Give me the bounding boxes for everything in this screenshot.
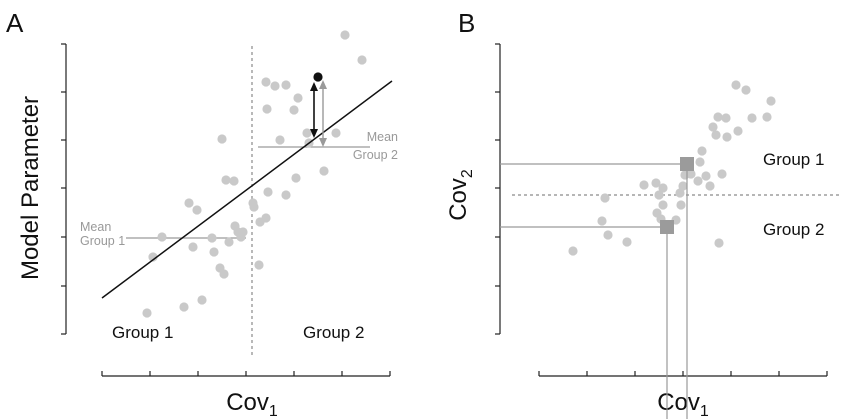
panel-b-scatter-point	[678, 181, 688, 191]
panel-a-x-axis	[101, 371, 391, 377]
panel-b-scatter-point	[714, 238, 724, 248]
panel-a-scatter-point	[197, 295, 207, 305]
panel-b-y-axis-label: Cov2	[445, 169, 476, 221]
panel-a-mean-group2-label: Mean Group 2	[353, 130, 398, 162]
panel-b-letter: B	[458, 8, 475, 38]
panel-b-scatter-point	[695, 157, 705, 167]
panel-a-scatter-point	[263, 187, 273, 197]
panel-a-scatter-point	[289, 105, 299, 115]
panel-a-mean-group1-label: Mean Group 1	[80, 220, 125, 248]
panel-b-scatter-point	[766, 96, 776, 106]
panel-b-scatter-point	[597, 216, 607, 226]
panel-a-group2-label: Group 2	[303, 323, 364, 342]
panel-b-scatter-point	[686, 169, 696, 179]
panel-a-scatter-point	[217, 134, 227, 144]
panel-a-scatter-point	[281, 80, 291, 90]
panel-a-x-axis-label: Cov1	[226, 389, 278, 419]
panel-a-y-axis-label: Model Parameter	[17, 96, 44, 280]
panel-a-scatter-point	[262, 104, 272, 114]
panel-a-scatter-point	[249, 202, 259, 212]
panel-a-scatter-point	[157, 232, 167, 242]
panel-a: A Model Parameter Cov1	[6, 8, 398, 419]
panel-b-x-axis-label: Cov1	[657, 389, 709, 419]
panel-b-scatter-point	[741, 85, 751, 95]
panel-a-regression-line	[101, 80, 393, 299]
panel-a-scatter-point	[270, 81, 280, 91]
panel-b-scatter-point	[603, 230, 613, 240]
panel-b-mean-projection-lines	[500, 163, 688, 419]
panel-b-scatter-point	[658, 183, 668, 193]
panel-b-scatter-point	[697, 146, 707, 156]
panel-b-scatter-point	[762, 112, 772, 122]
panel-b-scatter-point	[654, 190, 664, 200]
panel-a-y-axis	[61, 43, 67, 335]
panel-b-mean-group1-marker	[680, 157, 694, 171]
panel-a-scatter-point	[281, 190, 291, 200]
panel-b-x-axis	[538, 371, 828, 377]
panel-a-scatter-point	[209, 247, 219, 257]
panel-a-scatter-point	[236, 232, 246, 242]
panel-b: B Cov2 Cov1	[445, 8, 841, 419]
panel-b-scatter-point	[713, 112, 723, 122]
panel-a-scatter-point	[188, 242, 198, 252]
panel-a-scatter-point	[302, 128, 312, 138]
panel-b-scatter-point	[693, 176, 703, 186]
panel-a-highlight-point	[313, 72, 323, 82]
panel-a-scatter-point	[207, 233, 217, 243]
panel-a-scatter-points	[142, 30, 367, 318]
panel-b-scatter-points	[568, 80, 776, 256]
panel-b-scatter-point	[622, 237, 632, 247]
panel-b-scatter-point	[717, 169, 727, 179]
panel-b-y-axis	[495, 43, 501, 335]
panel-b-scatter-point	[747, 113, 757, 123]
panel-a-scatter-point	[319, 166, 329, 176]
panel-a-scatter-point	[148, 252, 158, 262]
panel-b-scatter-point	[711, 130, 721, 140]
panel-b-scatter-point	[721, 113, 731, 123]
panel-b-scatter-point	[675, 188, 685, 198]
panel-b-group1-label: Group 1	[763, 150, 824, 169]
panel-a-scatter-point	[340, 30, 350, 40]
panel-b-scatter-point	[708, 122, 718, 132]
panel-a-scatter-point	[224, 237, 234, 247]
panel-b-scatter-point	[600, 193, 610, 203]
panel-b-scatter-point	[722, 132, 732, 142]
panel-b-scatter-point	[731, 80, 741, 90]
panel-a-scatter-point	[293, 93, 303, 103]
panel-a-scatter-point	[184, 198, 194, 208]
panel-a-scatter-point	[219, 269, 229, 279]
panel-a-scatter-point	[261, 213, 271, 223]
panel-b-scatter-point	[568, 246, 578, 256]
panel-b-scatter-point	[658, 200, 668, 210]
panel-b-scatter-point	[676, 200, 686, 210]
panel-a-group1-label: Group 1	[112, 323, 173, 342]
panel-b-group2-label: Group 2	[763, 220, 824, 239]
panel-b-scatter-point	[733, 126, 743, 136]
panel-b-mean-group2-marker	[660, 220, 674, 234]
panel-a-scatter-point	[261, 77, 271, 87]
panel-a-scatter-point	[291, 173, 301, 183]
panel-b-scatter-point	[639, 180, 649, 190]
panel-a-scatter-point	[254, 260, 264, 270]
panel-b-scatter-point	[651, 178, 661, 188]
panel-a-letter: A	[6, 8, 24, 38]
panel-a-scatter-point	[229, 176, 239, 186]
panel-a-scatter-point	[275, 135, 285, 145]
panel-b-scatter-point	[705, 181, 715, 191]
panel-a-scatter-point	[331, 128, 341, 138]
panel-a-scatter-point	[192, 205, 202, 215]
panel-a-scatter-point	[221, 175, 231, 185]
panel-b-scatter-point	[701, 171, 711, 181]
panel-a-residual-arrows	[310, 80, 327, 147]
panel-a-scatter-point	[142, 308, 152, 318]
panel-a-scatter-point	[179, 302, 189, 312]
panel-a-scatter-point	[357, 55, 367, 65]
